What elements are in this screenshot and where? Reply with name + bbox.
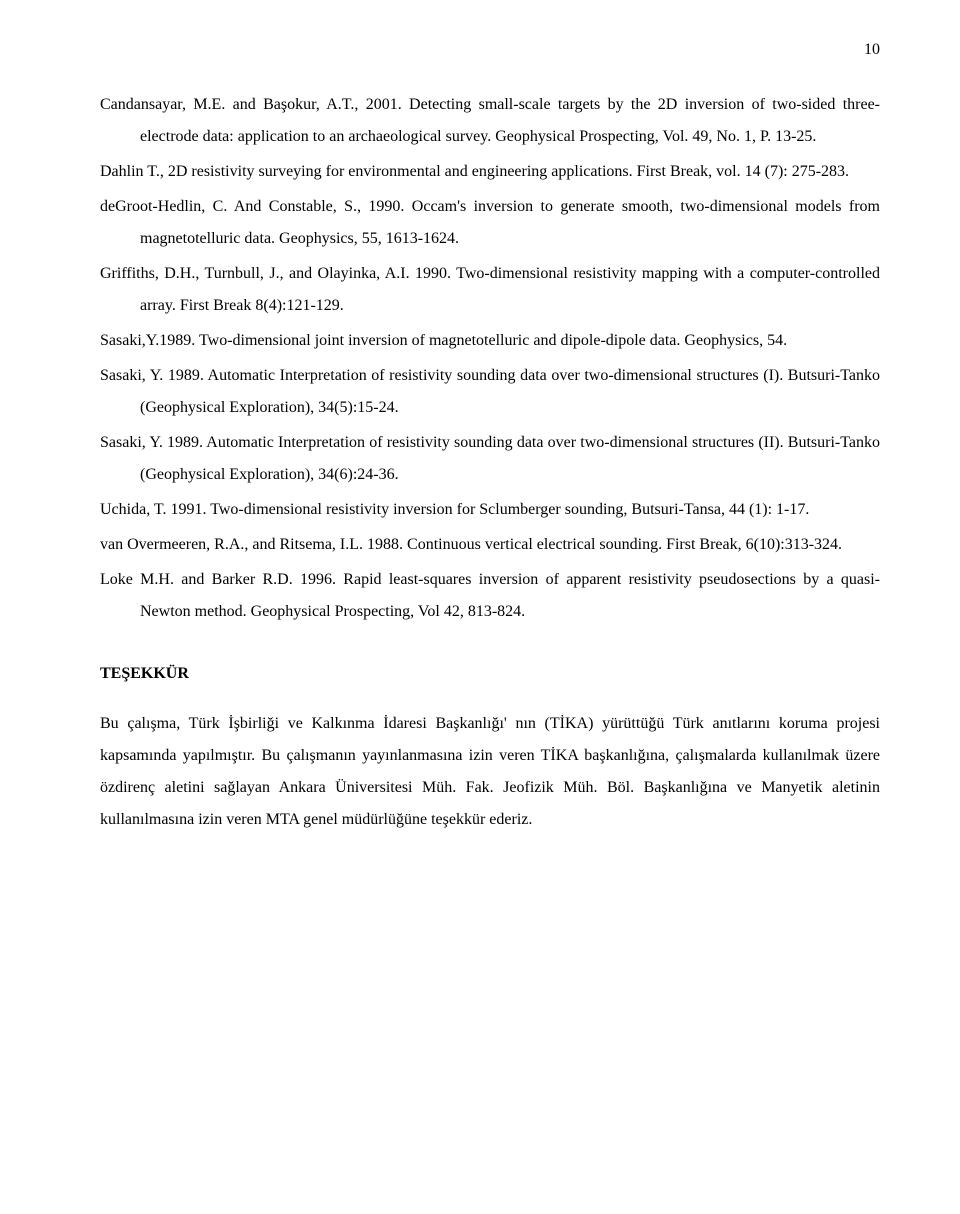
reference-item: Candansayar, M.E. and Başokur, A.T., 200… <box>100 89 880 153</box>
reference-item: van Overmeeren, R.A., and Ritsema, I.L. … <box>100 529 880 561</box>
acknowledgment-paragraph: Bu çalışma, Türk İşbirliği ve Kalkınma İ… <box>100 708 880 836</box>
reference-item: deGroot-Hedlin, C. And Constable, S., 19… <box>100 191 880 255</box>
page-number: 10 <box>100 40 880 59</box>
reference-item: Sasaki,Y.1989. Two-dimensional joint inv… <box>100 325 880 357</box>
reference-item: Sasaki, Y. 1989. Automatic Interpretatio… <box>100 427 880 491</box>
reference-item: Loke M.H. and Barker R.D. 1996. Rapid le… <box>100 564 880 628</box>
reference-item: Uchida, T. 1991. Two-dimensional resisti… <box>100 494 880 526</box>
reference-item: Sasaki, Y. 1989. Automatic Interpretatio… <box>100 360 880 424</box>
reference-item: Griffiths, D.H., Turnbull, J., and Olayi… <box>100 258 880 322</box>
reference-item: Dahlin T., 2D resistivity surveying for … <box>100 156 880 188</box>
section-title: TEŞEKKÜR <box>100 658 880 690</box>
